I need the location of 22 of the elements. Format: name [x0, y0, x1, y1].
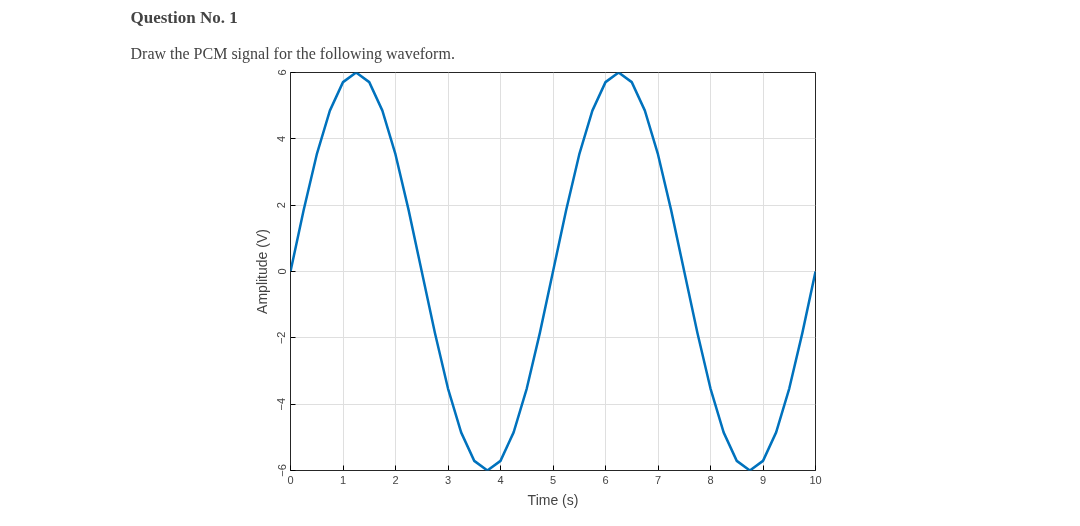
x-tick-label: 10 — [809, 473, 822, 486]
line-series — [290, 72, 816, 471]
x-tick-label: 5 — [549, 473, 557, 486]
x-tick-label: 9 — [759, 473, 767, 486]
y-tick-label: 4 — [275, 135, 288, 142]
y-axis-title: Amplitude (V) — [253, 229, 270, 314]
y-tick-label: 6 — [275, 69, 288, 76]
y-tick-label: −6 — [275, 464, 288, 477]
y-tick-label: 2 — [275, 202, 288, 209]
x-tick-label: 4 — [497, 473, 504, 486]
chart-title: Question No. 1 — [130, 7, 238, 27]
x-tick-label: 1 — [339, 473, 347, 486]
x-tick-label: 7 — [654, 473, 662, 486]
y-tick-label: 0 — [275, 268, 288, 275]
x-tick-label: 6 — [602, 473, 609, 486]
chart-subtitle: Draw the PCM signal for the following waveform. — [130, 44, 455, 63]
x-tick-label: 3 — [444, 473, 452, 486]
y-tick-label: −2 — [275, 331, 288, 345]
x-tick-label: 8 — [707, 473, 714, 486]
x-tick-label: 2 — [392, 473, 399, 486]
y-tick-label: −4 — [275, 397, 288, 411]
x-axis-title: Time (s) — [527, 491, 579, 508]
